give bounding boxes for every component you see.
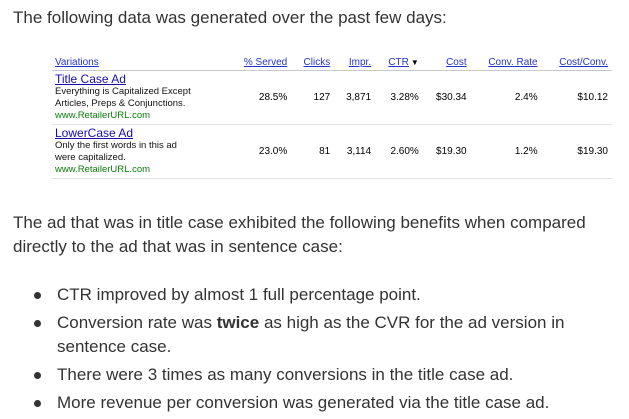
impr-cell: 3,871 — [334, 70, 376, 125]
col-header-ctr-label[interactable]: CTR — [388, 57, 409, 68]
list-item: There were 3 times as many conversions i… — [13, 363, 613, 387]
ad-description-line2: Articles, Preps & Conjunctions. — [55, 98, 186, 109]
list-item: CTR improved by almost 1 full percentage… — [13, 283, 613, 307]
ad-display-url: www.RetailerURL.com — [55, 164, 151, 175]
col-header-cost[interactable]: Cost — [422, 56, 471, 71]
list-item: Conversion rate was twice as high as the… — [13, 311, 613, 359]
cost-cell: $30.34 — [422, 70, 471, 125]
col-header-cost-per-conv[interactable]: Cost/Conv. — [541, 56, 612, 71]
conv-rate-cell: 1.2% — [470, 124, 542, 179]
served-cell: 28.5% — [227, 70, 292, 125]
list-item: More revenue per conversion was generate… — [13, 391, 613, 415]
ad-cell: LowerCase Ad Only the first words in thi… — [52, 124, 228, 179]
intro-text: The following data was generated over th… — [13, 8, 447, 27]
table-row: Title Case Ad Everything is Capitalized … — [52, 70, 612, 125]
comparison-paragraph: The ad that was in title case exhibited … — [13, 213, 586, 256]
col-header-served[interactable]: % Served — [227, 56, 292, 71]
ad-title-link[interactable]: Title Case Ad — [55, 72, 126, 86]
served-cell: 23.0% — [227, 124, 292, 179]
ctr-cell: 2.60% — [375, 124, 423, 179]
bullet-text-cont: as high as the CVR for the ad version in… — [57, 313, 565, 356]
ad-description-line2: were capitalized. — [55, 152, 126, 163]
impr-cell: 3,114 — [334, 124, 376, 179]
bullet-text: CTR improved by almost 1 full percentage… — [57, 285, 421, 304]
cost-per-conv-cell: $10.12 — [541, 70, 612, 125]
ad-display-url: www.RetailerURL.com — [55, 110, 151, 121]
bullet-text: There were 3 times as many conversions i… — [57, 365, 514, 384]
clicks-cell: 127 — [291, 70, 335, 125]
bullet-icon — [34, 400, 41, 407]
cost-per-conv-cell: $19.30 — [541, 124, 612, 179]
bullet-icon — [34, 372, 41, 379]
sort-desc-icon: ▼ — [410, 58, 419, 67]
table-row: LowerCase Ad Only the first words in thi… — [52, 124, 612, 179]
ads-table: Variations % Served Clicks Impr. CTR ▼ Co… — [52, 56, 612, 179]
table-header-row: Variations % Served Clicks Impr. CTR ▼ Co… — [52, 56, 612, 71]
conv-rate-cell: 2.4% — [470, 70, 542, 125]
ad-performance-table: Variations % Served Clicks Impr. CTR ▼ Co… — [52, 56, 612, 179]
col-header-impr[interactable]: Impr. — [334, 56, 376, 71]
ctr-cell: 3.28% — [375, 70, 423, 125]
clicks-cell: 81 — [291, 124, 335, 179]
ad-description-line1: Only the first words in this ad — [55, 140, 177, 151]
bullet-text: Conversion rate was — [57, 313, 217, 332]
col-header-conv-rate[interactable]: Conv. Rate — [470, 56, 542, 71]
cost-cell: $19.30 — [422, 124, 471, 179]
ad-title-link[interactable]: LowerCase Ad — [55, 126, 134, 140]
ad-description-line1: Everything is Capitalized Except — [55, 86, 191, 97]
ad-cell: Title Case Ad Everything is Capitalized … — [52, 70, 228, 125]
col-header-clicks[interactable]: Clicks — [291, 56, 335, 71]
col-header-variations[interactable]: Variations — [52, 56, 228, 71]
col-header-ctr[interactable]: CTR ▼ — [375, 56, 423, 71]
benefits-list: CTR improved by almost 1 full percentage… — [13, 283, 613, 419]
bullet-text: More revenue per conversion was generate… — [57, 393, 550, 412]
bullet-icon — [34, 320, 41, 327]
bullet-icon — [34, 292, 41, 299]
bullet-emphasis: twice — [216, 313, 260, 332]
